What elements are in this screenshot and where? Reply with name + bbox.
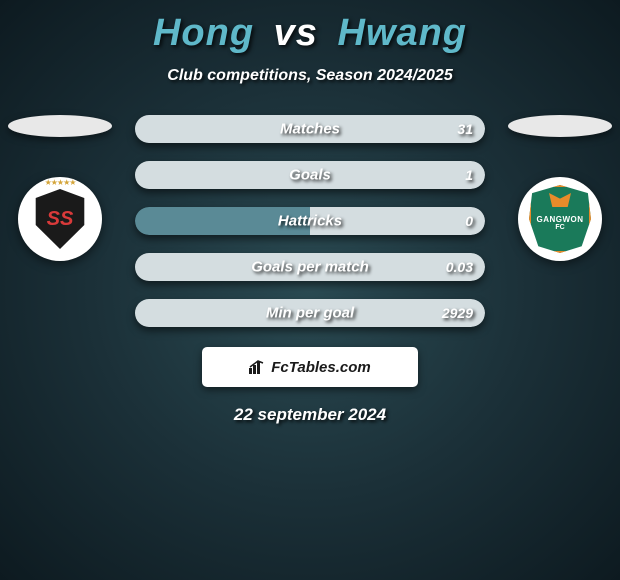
stat-row: Matches 31 [135,115,485,143]
vs-text: vs [274,12,318,54]
stats-list: Matches 31 Goals 1 Hattricks 0 Goals per match… [135,115,485,327]
stat-value-right: 31 [457,121,473,137]
stat-name: Goals [289,167,331,184]
left-badge-column: ★★★★★ SS [0,115,120,261]
right-club-badge: GANGWON FC [518,177,602,261]
stat-row: Goals 1 [135,161,485,189]
pohang-stars: ★★★★★ [45,178,76,187]
left-club-badge: ★★★★★ SS [18,177,102,261]
gangwon-fc: FC [555,224,564,231]
pohang-shield: SS [33,189,87,249]
player2-avatar-placeholder [508,115,612,137]
gangwon-shield: GANGWON FC [529,185,591,253]
player2-name: Hwang [337,12,467,54]
chart-icon [249,360,267,374]
pohang-logo: ★★★★★ SS [29,188,91,250]
content-area: ★★★★★ SS GANGWON FC Matches 31 Goals 1 Hattr… [0,115,620,425]
stat-name: Goals per match [251,259,369,276]
stat-value-right: 0 [465,213,473,229]
subtitle: Club competitions, Season 2024/2025 [0,67,620,85]
stat-value-right: 1 [465,167,473,183]
stat-row: Goals per match 0.03 [135,253,485,281]
gangwon-crown-icon [549,193,571,207]
stat-name: Min per goal [266,305,354,322]
stat-row: Hattricks 0 [135,207,485,235]
brand-text: FcTables.com [249,359,370,376]
brand-box[interactable]: FcTables.com [202,347,418,387]
stat-name: Matches [280,121,340,138]
pohang-inner: SS [47,208,74,231]
stat-name: Hattricks [278,213,342,230]
date-text: 22 september 2024 [0,405,620,425]
player1-name: Hong [153,12,254,54]
stat-value-right: 2929 [442,305,473,321]
brand-label: FcTables.com [271,359,370,376]
stat-row: Min per goal 2929 [135,299,485,327]
stat-value-right: 0.03 [446,259,473,275]
player1-avatar-placeholder [8,115,112,137]
right-badge-column: GANGWON FC [500,115,620,261]
gangwon-text: GANGWON [536,215,583,224]
comparison-title: Hong vs Hwang [0,0,620,55]
